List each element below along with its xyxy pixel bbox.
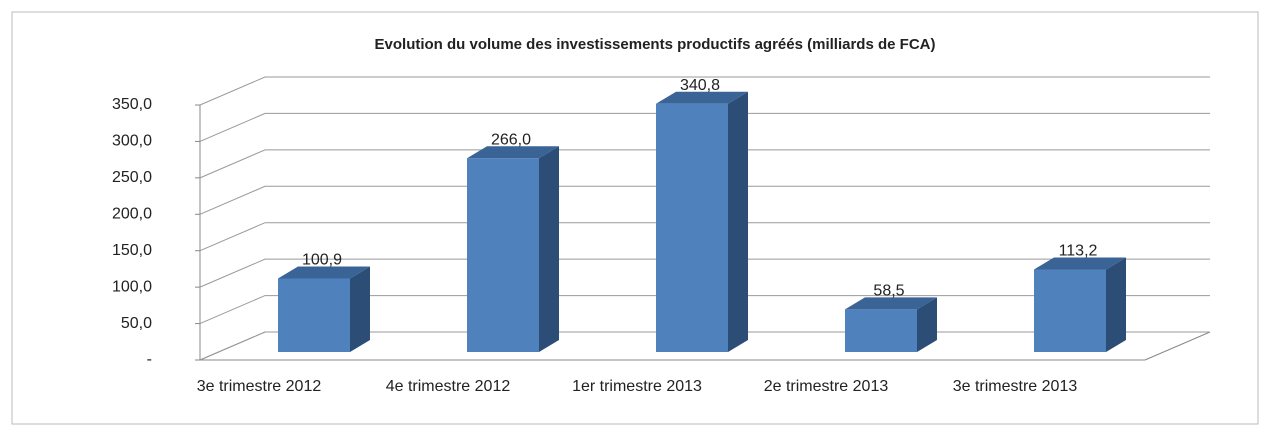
data-label: 100,9 <box>302 252 342 269</box>
y-tick-label: - <box>147 351 152 368</box>
x-tick-label: 4e trimestre 2012 <box>385 378 511 395</box>
bar <box>656 103 728 353</box>
y-tick-label: 350,0 <box>112 96 152 113</box>
data-label: 58,5 <box>873 283 904 300</box>
bar <box>1034 269 1106 352</box>
bar-side <box>539 146 559 352</box>
y-tick-label: 50,0 <box>121 315 152 332</box>
x-tick-label: 3e trimestre 2013 <box>952 378 1078 395</box>
bar-side <box>917 297 937 352</box>
x-tick-label: 1er trimestre 2013 <box>572 378 702 395</box>
grid-line <box>199 112 1210 142</box>
data-label: 340,8 <box>680 77 720 94</box>
grid-line <box>199 295 1210 325</box>
grid-line <box>199 222 1210 252</box>
y-tick-label: 200,0 <box>112 206 152 223</box>
chart-title: Evolution du volume des investissements … <box>375 36 936 53</box>
y-tick-label: 250,0 <box>112 169 152 186</box>
bar-top <box>467 146 559 159</box>
x-tick-label: 2e trimestre 2013 <box>763 378 889 395</box>
y-tick-label: 300,0 <box>112 133 152 150</box>
chart-frame <box>11 11 1259 425</box>
bar-side <box>1106 257 1126 352</box>
grid-line <box>199 76 1210 106</box>
bar-top <box>278 266 370 279</box>
bar <box>845 309 917 352</box>
grid-line <box>199 185 1210 215</box>
bar-top <box>1034 257 1126 270</box>
bar-top <box>656 91 748 104</box>
x-tick-label: 3e trimestre 2012 <box>196 378 322 395</box>
grid-line <box>199 258 1210 288</box>
bar-side <box>728 91 748 353</box>
y-tick-label: 150,0 <box>112 242 152 259</box>
y-tick-label: 100,0 <box>112 278 152 295</box>
bar-top <box>845 297 937 310</box>
bar <box>467 158 539 352</box>
data-label: 266,0 <box>491 131 531 148</box>
bar-side <box>350 266 370 352</box>
data-label: 113,2 <box>1059 243 1098 260</box>
bar <box>278 278 350 352</box>
grid-line <box>199 149 1210 179</box>
